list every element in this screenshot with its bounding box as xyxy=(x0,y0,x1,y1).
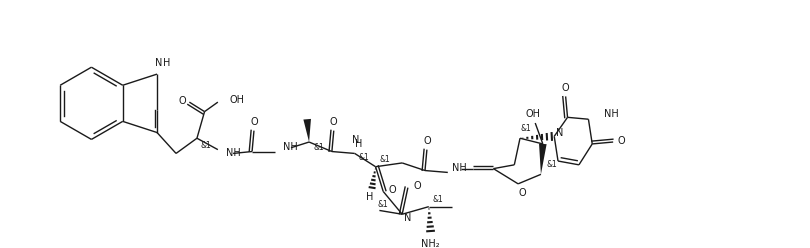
Text: NH₂: NH₂ xyxy=(421,239,440,248)
Text: O: O xyxy=(250,117,258,127)
Text: O: O xyxy=(423,136,431,146)
Text: O: O xyxy=(618,136,625,146)
Text: O: O xyxy=(518,188,526,198)
Text: &1: &1 xyxy=(433,194,444,204)
Text: &1: &1 xyxy=(547,160,558,169)
Text: O: O xyxy=(389,185,397,194)
Text: N: N xyxy=(156,58,163,68)
Text: O: O xyxy=(330,117,338,127)
Text: &1: &1 xyxy=(359,153,369,162)
Text: O: O xyxy=(179,96,186,106)
Text: &1: &1 xyxy=(380,155,390,164)
Text: O: O xyxy=(414,181,421,191)
Text: NH: NH xyxy=(227,149,241,158)
Text: &1: &1 xyxy=(313,143,324,152)
Text: H: H xyxy=(366,192,373,202)
Polygon shape xyxy=(539,144,547,174)
Text: N: N xyxy=(556,128,564,138)
Text: H: H xyxy=(355,139,362,149)
Text: NH: NH xyxy=(284,142,298,152)
Text: N: N xyxy=(352,135,360,145)
Text: &1: &1 xyxy=(200,141,211,150)
Text: NH: NH xyxy=(452,163,467,173)
Text: OH: OH xyxy=(229,95,245,105)
Text: &1: &1 xyxy=(520,124,531,133)
Text: &1: &1 xyxy=(377,200,389,209)
Text: OH: OH xyxy=(526,109,541,119)
Text: N: N xyxy=(404,213,411,223)
Text: O: O xyxy=(562,83,569,93)
Polygon shape xyxy=(304,119,311,142)
Text: NH: NH xyxy=(603,109,618,119)
Text: H: H xyxy=(163,58,170,68)
